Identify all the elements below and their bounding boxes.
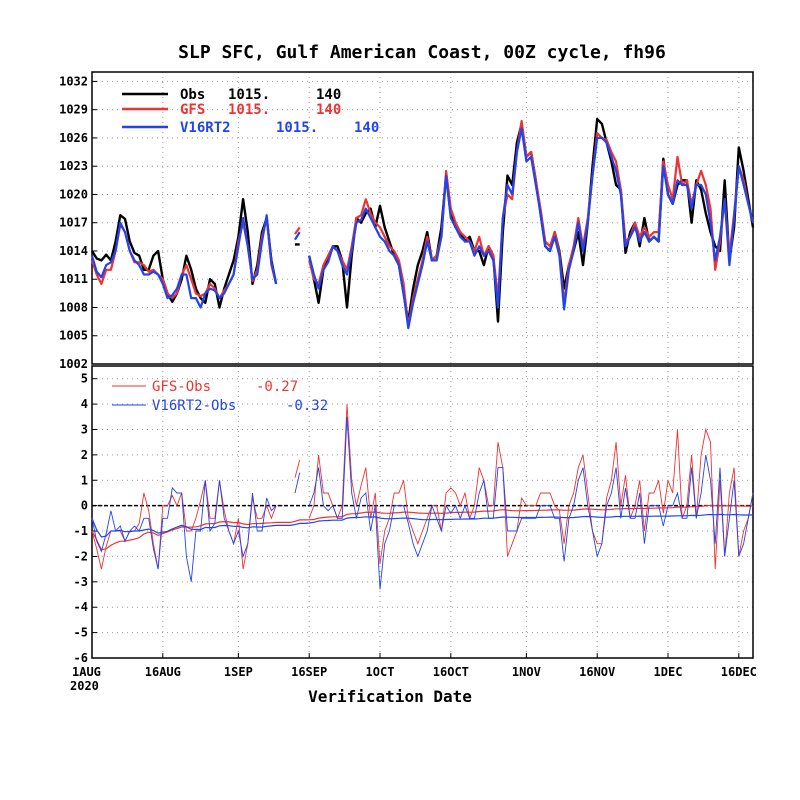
legend-count-gfs: 140 — [316, 102, 341, 118]
legend-mean-gfs-obs: -0.27 — [256, 379, 298, 395]
bottom-ytick-label: -5 — [74, 626, 88, 640]
bottom-ytick-label: 4 — [81, 397, 88, 411]
x-tick-label: 16SEP — [291, 665, 327, 679]
x-tick-label: 16DEC — [721, 665, 757, 679]
top-ytick-label: 1014 — [59, 244, 88, 258]
diff-line-v16rt2 — [91, 416, 754, 590]
top-frame — [91, 71, 754, 365]
top-panel: 1002 1005 1008 1011 1014 1017 1020 1023 1026 1029… — [59, 71, 755, 371]
top-ytick-label: 1008 — [59, 300, 88, 314]
bottom-ytick-label: -4 — [74, 600, 88, 614]
top-ytick-label: 1023 — [59, 159, 88, 173]
series-line-v16rt2 — [90, 127, 755, 330]
x-tick-label: 16NOV — [579, 665, 615, 679]
legend-label-v16rt2: V16RT2 — [180, 120, 231, 136]
chart-title: SLP SFC, Gulf American Coast, 00Z cycle,… — [178, 42, 666, 63]
legend-label-obs: Obs — [180, 87, 205, 103]
top-ytick-label: 1002 — [59, 357, 88, 371]
legend-label-v16rt2-obs: V16RT2-Obs — [152, 398, 236, 414]
diff-mean-line-gfs — [91, 504, 754, 551]
legend-count-v16rt2: 140 — [354, 120, 379, 136]
top-ytick-label: 1005 — [59, 329, 88, 343]
top-ytick-label: 1020 — [59, 187, 88, 201]
x-tick-label: 1DEC — [654, 665, 683, 679]
legend-bottom: GFS-Obs -0.27 V16RT2-Obs -0.32 — [112, 379, 328, 414]
legend-mean-obs: 1015. — [228, 87, 270, 103]
top-ytick-label: 1017 — [59, 216, 88, 230]
bottom-ytick-label: 5 — [81, 372, 88, 386]
bottom-ytick-label: 0 — [81, 499, 88, 513]
series-line-obs — [90, 117, 755, 323]
diff-mean-line-v16rt2 — [91, 513, 754, 538]
bottom-ytick-label: -1 — [74, 524, 88, 538]
x-tick-label: 1NOV — [512, 665, 541, 679]
x-tick-label: 1OCT — [366, 665, 395, 679]
legend-label-gfs-obs: GFS-Obs — [152, 379, 211, 395]
legend-mean-v16rt2-obs: -0.32 — [286, 398, 328, 414]
bottom-ytick-label: -3 — [74, 575, 88, 589]
x-tick-label: 1AUG — [72, 665, 101, 679]
legend-count-obs: 140 — [316, 87, 341, 103]
x-tick-label: 16AUG — [145, 665, 181, 679]
bottom-ytick-label: 3 — [81, 422, 88, 436]
x-year-label: 2020 — [70, 679, 99, 693]
x-tick-label: 1SEP — [224, 665, 253, 679]
x-axis: 1AUG 16AUG 1SEP 16SEP 1OCT 16OCT 1NOV 16NOV 1DEC… — [72, 653, 757, 679]
bottom-ytick-label: -2 — [74, 549, 88, 563]
top-ytick-label: 1011 — [59, 272, 88, 286]
legend-mean-v16rt2: 1015. — [276, 120, 318, 136]
top-ytick-label: 1026 — [59, 131, 88, 145]
bottom-panel: -6 -5 -4 -3 -2 -1 0 1 2 3 4 5 — [74, 365, 754, 665]
legend-label-gfs: GFS — [180, 102, 205, 118]
x-tick-label: 16OCT — [433, 665, 469, 679]
legend-top: Obs 1015. 140 GFS 1015. 140 V16RT2 1015. 140 — [122, 87, 379, 136]
legend-mean-gfs: 1015. — [228, 102, 270, 118]
bottom-ytick-label: 1 — [81, 473, 88, 487]
bottom-ytick-label: 2 — [81, 448, 88, 462]
x-axis-label: Verification Date — [308, 687, 472, 706]
bottom-ytick-label: -6 — [74, 651, 88, 665]
diff-line-gfs — [91, 404, 754, 570]
top-ytick-label: 1032 — [59, 74, 88, 88]
bottom-frame — [91, 365, 754, 659]
top-ytick-label: 1029 — [59, 103, 88, 117]
